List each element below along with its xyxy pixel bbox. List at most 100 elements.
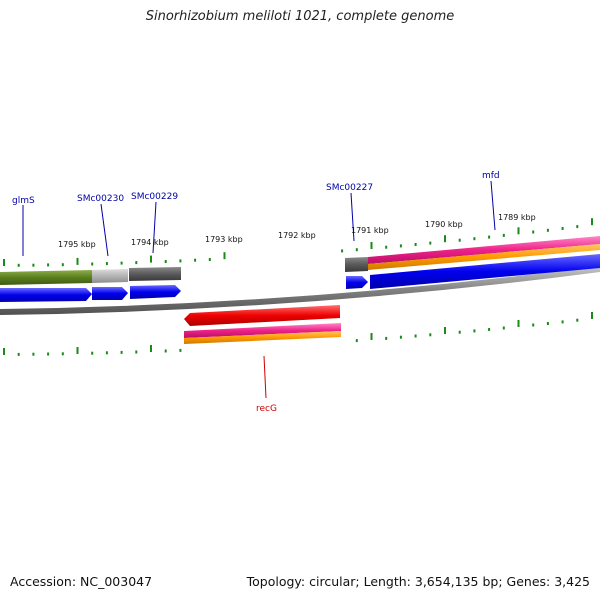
tick-minor — [105, 262, 108, 266]
tick-minor — [120, 350, 123, 354]
tick-minor — [355, 248, 358, 252]
gene-track-forward — [0, 254, 600, 302]
cds-SMc00230[interactable] — [92, 269, 128, 283]
tick-minor — [164, 260, 167, 263]
map-title: Sinorhizobium meliloti 1021, complete ge… — [145, 9, 455, 24]
tick-minor — [561, 227, 564, 230]
tick-minor — [488, 235, 491, 239]
tick-minor — [120, 261, 123, 265]
ruler-label-1789: 1789 kbp — [498, 213, 536, 222]
ruler-labels: 1795 kbp 1794 kbp 1793 kbp 1792 kbp 1791… — [58, 213, 536, 249]
gene-recG-arrow[interactable] — [184, 305, 340, 326]
tick-minor — [47, 352, 50, 356]
genome-stats-label: Topology: circular; Length: 3,654,135 bp… — [246, 574, 590, 589]
cds-glmS[interactable] — [0, 270, 92, 285]
tick-minor — [532, 230, 535, 234]
tick-minor — [164, 349, 167, 353]
tick-major — [517, 227, 520, 235]
tick-minor — [61, 263, 64, 267]
tick-minor — [91, 262, 94, 266]
gene-SMc00230-arrow[interactable] — [92, 287, 128, 300]
leader-SMc00227 — [350, 192, 355, 242]
tick-minor — [355, 339, 358, 343]
inner-tick-marks — [3, 312, 593, 356]
gene-SMc00229-arrow[interactable] — [130, 285, 181, 299]
ruler-label-1791: 1791 kbp — [351, 226, 389, 235]
tick-minor — [546, 322, 549, 325]
gene-label-SMc00227[interactable]: SMc00227 — [326, 183, 373, 193]
tick-minor — [414, 243, 417, 246]
tick-minor — [532, 323, 535, 327]
tick-minor — [17, 352, 20, 356]
gene-track-reverse — [184, 305, 341, 344]
ruler-label-1795: 1795 kbp — [58, 240, 96, 249]
gene-label-mfd[interactable]: mfd — [482, 171, 500, 181]
tick-minor — [399, 244, 402, 248]
mfd-feature-lines — [368, 236, 600, 270]
tick-minor — [135, 350, 138, 354]
tick-minor — [473, 329, 476, 333]
tick-major — [76, 257, 79, 265]
tick-minor — [458, 330, 461, 334]
tick-minor — [502, 326, 505, 330]
tick-minor — [208, 258, 211, 261]
tick-minor — [61, 352, 64, 356]
feature-orange-mfd[interactable] — [368, 244, 600, 270]
tick-minor — [32, 263, 35, 267]
gene-SMc00227-arrow[interactable] — [346, 276, 368, 289]
tick-minor — [341, 249, 344, 253]
ruler-label-1790: 1790 kbp — [425, 220, 463, 229]
tick-major — [223, 252, 226, 260]
tick-major — [3, 348, 5, 355]
cds-track-upper — [0, 257, 368, 285]
leader-SMc00230 — [100, 203, 109, 257]
cds-SMc00227[interactable] — [345, 257, 368, 272]
tick-minor — [473, 237, 476, 241]
cds-SMc00229[interactable] — [129, 267, 181, 281]
tick-minor — [576, 225, 579, 229]
tick-minor — [488, 328, 491, 331]
tick-minor — [429, 333, 432, 337]
tick-minor — [576, 318, 579, 322]
ruler-label-1792: 1792 kbp — [278, 231, 316, 240]
ruler-label-1793: 1793 kbp — [205, 235, 243, 244]
leader-mfd — [490, 180, 496, 231]
leader-SMc00229 — [152, 201, 157, 254]
gene-label-SMc00229[interactable]: SMc00229 — [131, 192, 178, 202]
feature-orange-recG[interactable] — [184, 331, 341, 344]
tick-minor — [399, 335, 402, 339]
feature-pink-recG[interactable] — [184, 323, 341, 338]
tick-major — [150, 345, 152, 352]
tick-minor — [47, 263, 50, 267]
feature-pink-mfd[interactable] — [368, 236, 600, 264]
tick-minor — [385, 336, 388, 340]
outer-tick-marks — [3, 218, 593, 267]
tick-major — [444, 327, 446, 334]
accession-label: Accession: NC_003047 — [10, 574, 153, 589]
gene-glmS-arrow[interactable] — [0, 288, 92, 302]
leader-recG — [263, 355, 267, 399]
tick-minor — [414, 334, 417, 338]
tick-major — [150, 255, 152, 263]
tick-minor — [546, 228, 549, 232]
tick-major — [591, 312, 593, 319]
tick-major — [76, 347, 79, 354]
gene-mfd-arrow[interactable] — [370, 254, 600, 289]
tick-minor — [135, 261, 138, 265]
gene-label-glmS[interactable]: glmS — [12, 196, 35, 206]
tick-major — [3, 259, 5, 266]
gene-labels: glmS SMc00230 SMc00229 SMc00227 mfd recG — [12, 171, 500, 414]
tick-minor — [385, 245, 388, 249]
tick-minor — [179, 259, 182, 263]
tick-minor — [429, 241, 432, 245]
tick-minor — [458, 238, 461, 242]
tick-minor — [502, 233, 505, 237]
gene-label-leaders — [22, 180, 496, 399]
ruler-label-1794: 1794 kbp — [131, 238, 169, 247]
tick-minor — [561, 320, 564, 324]
tick-minor — [179, 348, 182, 352]
gene-label-SMc00230[interactable]: SMc00230 — [77, 194, 124, 204]
gene-label-recG[interactable]: recG — [256, 404, 277, 414]
